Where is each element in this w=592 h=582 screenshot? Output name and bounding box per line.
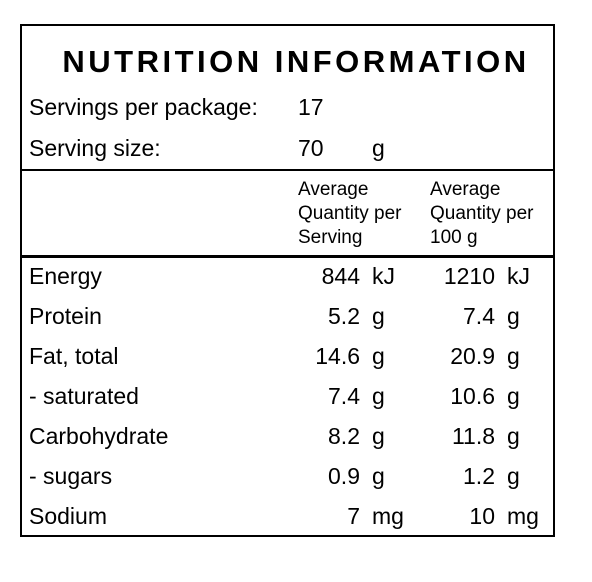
per-serving-value: 0.9 <box>328 463 360 489</box>
nutrient-name: - sugars <box>29 463 113 489</box>
per-100g-unit: mg <box>507 503 539 529</box>
nutrient-name: - saturated <box>29 383 139 409</box>
per-100g-value: 7.4 <box>463 303 495 329</box>
header-per-100g: Average Quantity per 100 g <box>430 178 534 250</box>
per-serving-value: 8.2 <box>328 423 360 449</box>
per-serving-unit: g <box>372 463 385 489</box>
per-100g-value: 20.9 <box>450 343 495 369</box>
servings-value: 17 <box>298 94 324 120</box>
nutrient-name: Energy <box>29 263 102 289</box>
header-per-serving: Average Quantity per Serving <box>298 178 402 250</box>
per-serving-unit: g <box>372 423 385 449</box>
per-serving-unit: g <box>372 383 385 409</box>
serving-size-unit: g <box>372 135 385 161</box>
per-100g-unit: g <box>507 383 520 409</box>
per-serving-value: 14.6 <box>315 343 360 369</box>
nutrient-name: Protein <box>29 303 102 329</box>
per-100g-unit: g <box>507 463 520 489</box>
per-serving-value: 7.4 <box>328 383 360 409</box>
header-per-100g-line-2: Quantity per <box>430 203 534 224</box>
divider-top <box>20 169 555 171</box>
serving-size-value: 70 <box>298 135 324 161</box>
header-per-100g-line-3: 100 g <box>430 227 478 248</box>
per-100g-value: 10.6 <box>450 383 495 409</box>
header-per-serving-line-1: Average <box>298 179 369 200</box>
nutrient-name: Sodium <box>29 503 107 529</box>
per-100g-value: 1210 <box>443 263 495 289</box>
per-100g-unit: g <box>507 343 520 369</box>
per-serving-unit: kJ <box>372 263 395 289</box>
per-100g-value: 10 <box>469 503 495 529</box>
servings-label: Servings per package: <box>29 94 258 120</box>
nutrition-panel <box>20 24 555 537</box>
nutrient-name: Carbohydrate <box>29 423 169 449</box>
divider-thick <box>20 255 555 258</box>
per-serving-unit: g <box>372 343 385 369</box>
per-100g-value: 1.2 <box>463 463 495 489</box>
per-serving-unit: mg <box>372 503 404 529</box>
serving-size-label: Serving size: <box>29 135 161 161</box>
per-serving-value: 5.2 <box>328 303 360 329</box>
per-serving-unit: g <box>372 303 385 329</box>
per-serving-value: 844 <box>321 263 360 289</box>
panel-title: NUTRITION INFORMATION <box>62 44 530 79</box>
header-per-serving-line-2: Quantity per <box>298 203 402 224</box>
per-100g-unit: kJ <box>507 263 530 289</box>
per-100g-unit: g <box>507 303 520 329</box>
header-per-serving-line-3: Serving <box>298 227 363 248</box>
per-100g-unit: g <box>507 423 520 449</box>
per-100g-value: 11.8 <box>451 423 495 449</box>
nutrient-name: Fat, total <box>29 343 119 369</box>
header-per-100g-line-1: Average <box>430 179 501 200</box>
per-serving-value: 7 <box>347 503 360 529</box>
